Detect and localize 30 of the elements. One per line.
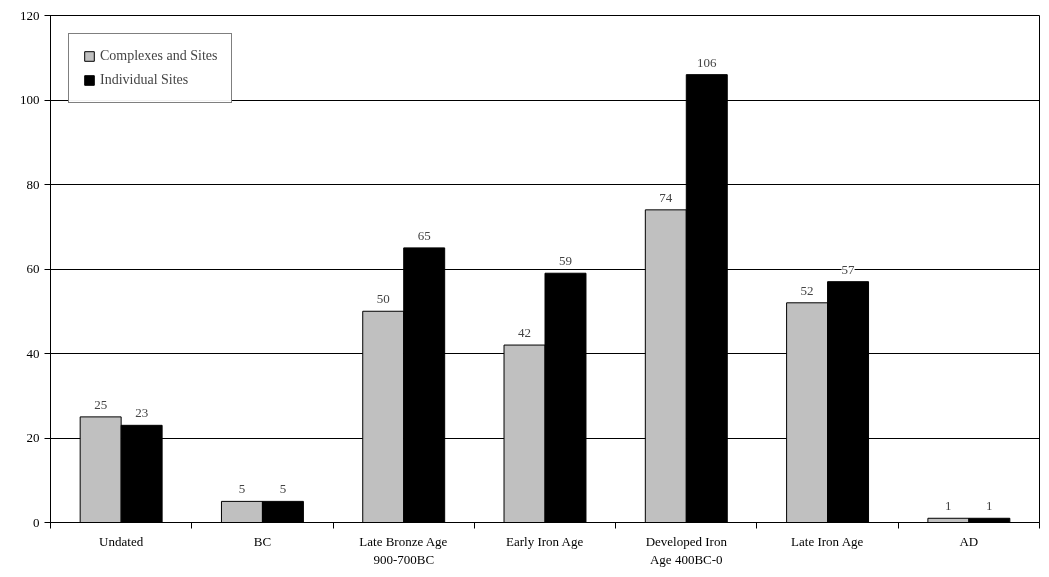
data-label: 106	[697, 54, 718, 70]
legend-label: Individual Sites	[100, 72, 189, 88]
y-tick-label: 80	[26, 176, 40, 192]
y-tick-label: 0	[33, 514, 40, 530]
data-label: 74	[659, 189, 673, 205]
data-label: 1	[986, 498, 993, 514]
x-tick-label: Late Bronze Age 900-700BC	[359, 533, 448, 567]
x-tick-label: Early Iron Age	[506, 533, 584, 549]
data-label: 23	[135, 405, 149, 421]
y-tick-label: 120	[20, 7, 40, 23]
legend-label: Complexes and Sites	[100, 48, 218, 64]
y-tick-label: 40	[26, 345, 40, 361]
y-tick-label: 100	[20, 92, 40, 107]
y-tick-label: 20	[26, 430, 40, 445]
x-tick-label: Late Iron Age	[791, 533, 864, 549]
data-label: 5	[279, 481, 287, 497]
data-label: 1	[945, 498, 952, 514]
data-label: 42	[518, 325, 532, 341]
x-tick-label: Undated	[99, 533, 144, 549]
x-tick-label: Developed Iron Age 400BC-0	[645, 533, 728, 567]
data-label: 52	[800, 282, 814, 298]
data-label: 50	[376, 291, 390, 307]
data-label: 25	[94, 396, 108, 412]
x-tick-label: AD	[959, 533, 979, 549]
x-tick-label: BC	[253, 533, 272, 549]
data-label: 5	[238, 481, 246, 497]
data-label: 59	[558, 253, 572, 269]
data-label: 57	[841, 261, 856, 277]
data-label: 65	[417, 227, 431, 243]
y-tick-label: 60	[26, 261, 40, 276]
